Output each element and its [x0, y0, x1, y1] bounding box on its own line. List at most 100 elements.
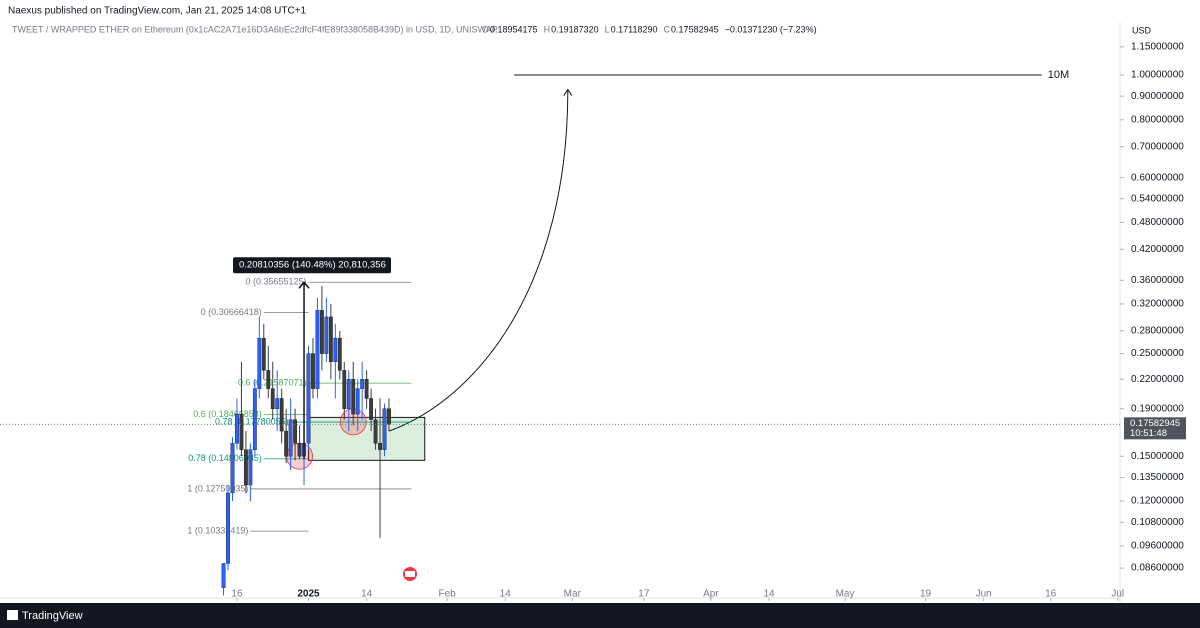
candle-body — [328, 316, 333, 362]
y-tick-label: 0.42000000 — [1131, 244, 1184, 255]
countdown: 10:51:48 — [1130, 428, 1167, 439]
publisher: Naexus published on TradingView.com, Jan… — [8, 6, 307, 17]
candle-body — [311, 353, 315, 389]
y-tick-label: 0.70000000 — [1131, 141, 1184, 152]
ohlc-item: −0.01371230 (−7.23%) — [725, 24, 817, 34]
x-tick-label: 19 — [920, 589, 932, 600]
fib-label: 1 (0.10333419) — [187, 526, 248, 536]
x-tick-label: Feb — [438, 589, 456, 600]
fib-label: 0.78 (0.17780055) — [215, 416, 289, 426]
y-tick-label: 0.60000000 — [1131, 172, 1184, 183]
fib-label: 0.6 (0.18466858) — [193, 409, 262, 419]
y-tick-label: 0.08600000 — [1131, 563, 1184, 574]
candle-body — [244, 449, 248, 486]
candle-body — [284, 430, 289, 457]
symbol: TWEET / WRAPPED ETHER on Ethereum (0x1cA… — [12, 24, 498, 34]
candle-body — [288, 419, 293, 457]
y-tick-label: 0.90000000 — [1131, 91, 1184, 102]
arrow-head — [563, 88, 573, 96]
x-tick-label: 14 — [500, 589, 512, 600]
brand-logo — [7, 610, 18, 620]
x-tick-label: Mar — [564, 589, 582, 600]
candle-body — [333, 337, 338, 362]
fib-label: 0.6 (0.21587071) — [238, 377, 307, 387]
ohlc-item: 0.19187320 — [551, 24, 599, 34]
candle-body — [355, 388, 360, 415]
candle-body — [320, 310, 324, 354]
candle-body — [364, 379, 369, 399]
candle-body — [337, 337, 342, 371]
ohlc-item: H — [544, 24, 551, 34]
ohlc-item: 0.17582945 — [671, 24, 719, 34]
x-tick-label: Apr — [703, 589, 719, 600]
candle-body — [346, 379, 351, 409]
candle-body — [230, 443, 235, 494]
y-tick-label: 0.54000000 — [1131, 193, 1184, 204]
measure-box — [233, 257, 391, 274]
x-tick-label: 16 — [231, 589, 243, 600]
fib-label: 1 (0.12750035) — [187, 483, 248, 493]
y-tick-label: 0.25000000 — [1131, 348, 1184, 359]
candle-body — [235, 413, 239, 444]
candle-body — [279, 398, 284, 432]
projection-arrow — [388, 89, 569, 432]
y-tick-label: 0.10800000 — [1131, 517, 1184, 528]
y-tick-label: 0.13500000 — [1131, 472, 1184, 483]
last-price-box — [1124, 417, 1186, 440]
y-tick-label: 0.36000000 — [1131, 275, 1184, 286]
candle-body — [270, 388, 275, 409]
x-tick-label: 17 — [638, 589, 650, 600]
candle-body — [360, 379, 365, 389]
candle-body — [261, 337, 266, 371]
y-tick-label: 0.15000000 — [1131, 451, 1184, 462]
candle-body — [248, 449, 253, 486]
ohlc-item: 0.18954175 — [490, 24, 538, 34]
x-tick-label: 14 — [361, 589, 373, 600]
y-tick-label: 0.09600000 — [1131, 541, 1184, 552]
last-price: 0.17582945 — [1130, 418, 1180, 429]
ohlc-item: O — [482, 24, 489, 34]
candle-body — [382, 408, 387, 450]
y-tick-label: 0.19000000 — [1131, 403, 1184, 414]
x-tick-label: 16 — [1045, 589, 1057, 600]
candle-body — [373, 419, 378, 444]
measure-head — [298, 281, 310, 289]
candle-body — [378, 443, 382, 450]
candle-body — [351, 379, 356, 415]
x-tick-label: May — [836, 589, 855, 600]
y-tick-label: 0.28000000 — [1131, 325, 1184, 336]
candle-body — [387, 408, 391, 425]
fib-label: 0 (0.35655125) — [245, 277, 306, 287]
x-tick-label: Jun — [976, 589, 992, 600]
event-icon-inner — [405, 571, 415, 577]
y-tick-label: 0.12000000 — [1131, 496, 1184, 507]
fib-label: 0 (0.30666418) — [201, 307, 262, 317]
candle-body — [252, 388, 257, 450]
x-tick-label: Jul — [1111, 589, 1124, 600]
candle-body — [315, 310, 320, 389]
y-tick-label: 1.15000000 — [1131, 42, 1184, 53]
ohlc-item: L — [605, 24, 610, 34]
candle-body — [266, 370, 271, 389]
currency: USD — [1132, 25, 1152, 35]
y-tick-label: 0.80000000 — [1131, 114, 1184, 125]
candle-body — [275, 398, 280, 409]
y-tick-label: 1.00000000 — [1131, 70, 1184, 81]
y-tick-label: 0.32000000 — [1131, 299, 1184, 310]
candle-body — [342, 370, 347, 409]
ohlc-item: C — [664, 24, 671, 34]
ohlc-item: 0.17118290 — [611, 24, 658, 34]
fib-label: 0.78 (0.14806985) — [188, 453, 262, 463]
y-tick-label: 0.22000000 — [1131, 374, 1184, 385]
measure-label: 0.20810356 (140.48%) 20,810,356 — [239, 260, 386, 271]
target-label: 10M — [1048, 69, 1069, 81]
candle-body — [293, 419, 297, 444]
candle-body — [221, 563, 226, 588]
x-tick-label: 2025 — [297, 589, 320, 600]
candle-body — [324, 316, 329, 354]
candle-body — [257, 337, 262, 389]
candle-body — [297, 443, 302, 457]
footer-bar — [0, 603, 1200, 628]
y-tick-label: 0.48000000 — [1131, 217, 1184, 228]
